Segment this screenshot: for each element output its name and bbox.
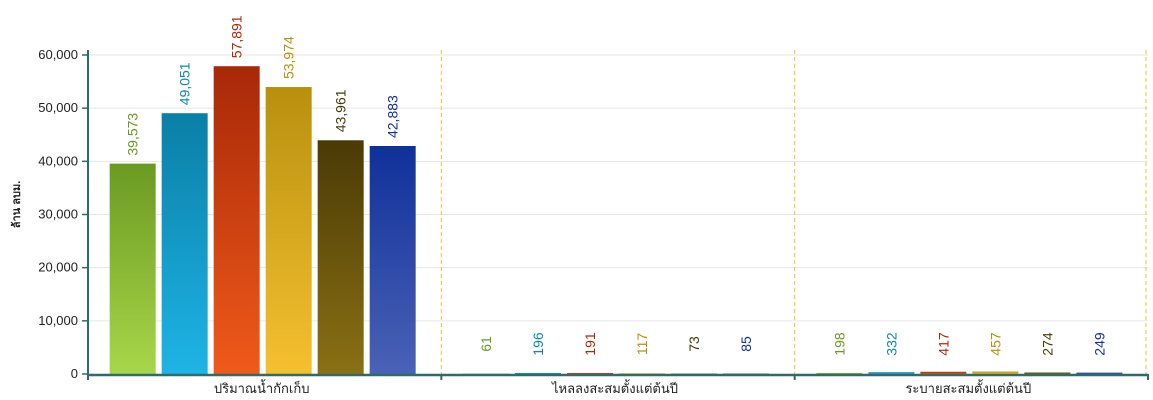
grid-lines	[88, 54, 1148, 322]
bar	[920, 371, 967, 374]
bar	[369, 146, 416, 374]
y-tick-label: 60,000	[38, 47, 78, 62]
data-label: 417	[935, 332, 951, 356]
y-tick-label: 20,000	[38, 260, 78, 275]
bar	[868, 372, 915, 374]
data-label: 85	[738, 336, 754, 352]
bar	[619, 373, 665, 374]
data-label: 249	[1091, 332, 1107, 356]
y-tick-label: 10,000	[38, 313, 78, 328]
y-tick-label: 30,000	[38, 207, 78, 222]
axes: 0 10,000 20,000 30,000 40,000 50,000 60,000 ล้า…	[10, 47, 1149, 396]
data-label: 61	[478, 336, 494, 352]
data-label: 274	[1039, 332, 1055, 356]
data-label: 332	[883, 332, 899, 356]
x-category-label: ระบายสะสมตั้งแต่ต้นปี	[905, 379, 1031, 396]
y-tick-label: 0	[71, 366, 78, 381]
data-label: 73	[686, 336, 702, 352]
data-label: 198	[831, 332, 847, 356]
bar	[317, 140, 364, 374]
bar	[567, 372, 613, 374]
bar	[265, 87, 312, 374]
data-label: 43,961	[333, 89, 349, 132]
bars	[109, 66, 1123, 375]
data-label: 191	[582, 332, 598, 356]
data-labels: 39,573 49,051 57,891 53,974 43,961 42,883 61 19…	[125, 15, 1108, 356]
x-category-label: ไหลลงสะสมตั้งแต่ต้นปี	[551, 379, 678, 396]
data-label: 117	[634, 333, 650, 356]
bar	[109, 163, 156, 374]
y-tick-label: 50,000	[38, 100, 78, 115]
bar	[515, 372, 561, 374]
y-tick-label: 40,000	[38, 153, 78, 168]
bar	[972, 371, 1019, 374]
x-category-label: ปริมาณน้ำกักเก็บ	[214, 379, 310, 396]
bar	[816, 372, 863, 374]
data-label: 39,573	[125, 113, 141, 156]
bar	[161, 113, 208, 374]
data-label: 457	[987, 332, 1003, 356]
bar	[213, 66, 260, 374]
bar	[1076, 372, 1123, 374]
data-label: 53,974	[281, 36, 297, 79]
data-label: 196	[530, 332, 546, 356]
y-axis-label: ล้าน ลบม.	[10, 181, 23, 229]
category-separators	[440, 50, 1147, 374]
bar	[1024, 372, 1071, 374]
data-label: 57,891	[229, 15, 245, 58]
data-label: 42,883	[385, 95, 401, 138]
data-label: 49,051	[177, 62, 193, 105]
